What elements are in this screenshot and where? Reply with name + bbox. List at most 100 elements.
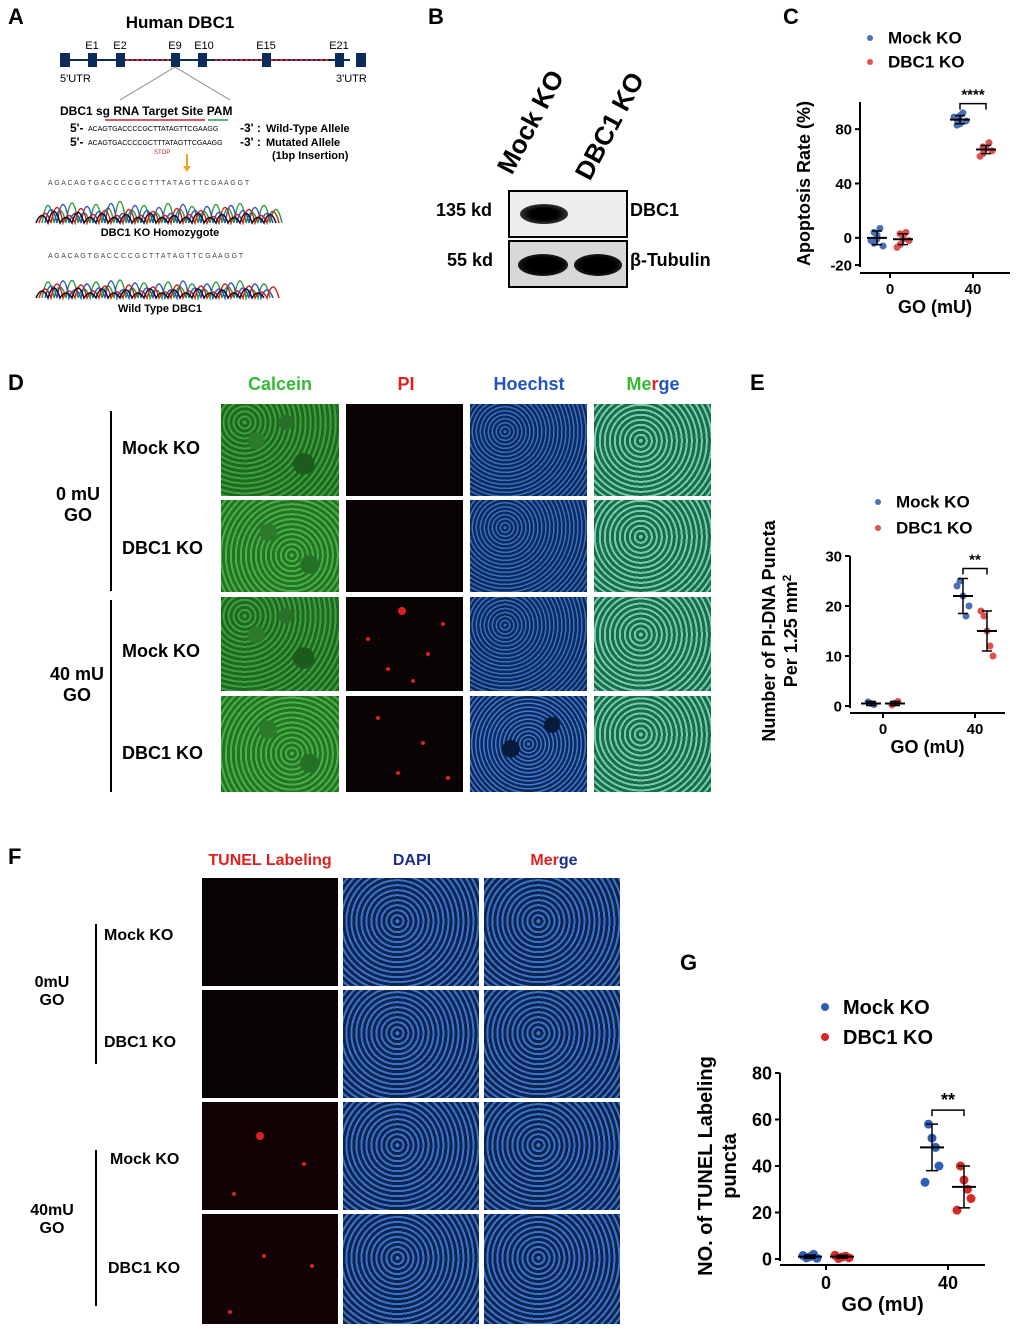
micrograph-hoechst-40mu-dbc1	[470, 696, 587, 792]
legend-label-0: Mock KO	[896, 493, 970, 512]
exon-box-e10	[198, 53, 207, 67]
exon-label-e10: E10	[194, 40, 214, 52]
micrograph-tunel-0mu-mock	[202, 878, 338, 986]
column-header-merge-f: Merge	[484, 852, 624, 870]
micrograph-hoechst-0mu-mock	[470, 404, 587, 496]
micrograph-merge-0mu-mock	[594, 404, 711, 496]
row-label-f-2: DBC1 KO	[104, 1034, 177, 1051]
merge-f-part-2: r	[552, 852, 559, 869]
group-label-40mu-d: 40 mU GO	[42, 664, 112, 706]
x-tick-label: 40	[938, 1273, 958, 1293]
micrograph-dapi-0mu-mock	[343, 878, 479, 986]
group-label-40mu-f: 40mU GO	[22, 1202, 82, 1238]
y-axis-label-line-0: Apoptosis Rate (%)	[794, 101, 814, 266]
zoom-line-right	[174, 66, 231, 101]
target-site-label: DBC1 sg RNA Target Site PAM	[60, 104, 232, 118]
y-axis-label-line-0: NO. of TUNEL Labeling	[695, 1056, 717, 1276]
merge-d-part-3: ge	[658, 374, 680, 394]
y-axis-label-line-1: Per 1.25 mm2	[781, 574, 802, 687]
panel-label-c: C	[783, 4, 799, 29]
y-tick-label: 60	[752, 1110, 772, 1130]
dbc1-band-mock	[520, 204, 568, 224]
exon-box-start	[60, 53, 70, 67]
legend-label-1: DBC1 KO	[896, 519, 973, 538]
y-tick-label: 30	[825, 548, 842, 565]
micrograph-dapi-40mu-dbc1	[343, 1214, 479, 1324]
column-header-merge-d: Merge	[593, 374, 713, 395]
tunel-puncta	[262, 1254, 266, 1258]
legend-marker-0	[867, 35, 873, 41]
prime5-wt: 5'-	[70, 121, 84, 135]
x-tick-label: 0	[879, 721, 887, 738]
western-protein-dbc1: DBC1	[630, 200, 680, 220]
y-tick-label: 40	[835, 176, 852, 193]
data-point-dbc1-ko	[976, 152, 984, 160]
y-tick-label: 40	[752, 1156, 772, 1176]
legend-label-1: DBC1 KO	[888, 53, 965, 72]
data-point-dbc1-ko	[966, 1194, 976, 1204]
merge-f-part-1: Me	[530, 852, 553, 869]
y-tick-label: 20	[825, 598, 842, 615]
micrograph-hoechst-0mu-dbc1	[470, 500, 587, 592]
data-point-mock-ko	[879, 242, 887, 250]
lane-label-mock-ko: Mock KO	[490, 64, 571, 179]
y-tick-label: 20	[752, 1203, 772, 1223]
row-label-f-4: DBC1 KO	[108, 1260, 181, 1277]
column-header-tunel: TUNEL Labeling	[208, 852, 332, 869]
y-tick-label: -20	[830, 257, 852, 274]
significance-bracket	[959, 102, 987, 110]
micrograph-pi-0mu-dbc1	[346, 500, 463, 592]
pi-puncta	[398, 607, 406, 615]
micrograph-merge-40mu-dbc1	[594, 696, 711, 792]
y-tick-label: 80	[752, 1063, 772, 1083]
micrograph-tunel-0mu-dbc1	[202, 990, 338, 1098]
row-label-f-3: Mock KO	[110, 1151, 180, 1168]
chromatogram-1-sequence: A G A C A G T G A C C C C G C T T T A T …	[48, 180, 250, 187]
chromatogram-1	[35, 200, 283, 226]
panel-a-gene-diagram: Human DBC1 E1 E2 E9 E10 E15 E21 5'UTR 3'…	[35, 13, 367, 315]
mut-allele-label: Mutated Allele	[266, 137, 340, 149]
micrograph-merge-0mu-dbc1	[484, 990, 620, 1098]
significance-bracket	[962, 567, 988, 575]
tubulin-band-mock	[518, 254, 568, 276]
data-point-dbc1-ko	[977, 607, 985, 615]
chromatogram-2-sequence: A G A C A G T G A C C C C G C T T A T A …	[48, 253, 244, 260]
panel-label-a: A	[8, 4, 24, 29]
exon-box-e2	[116, 53, 125, 67]
data-point-dbc1-ko	[893, 243, 901, 251]
panel-label-e: E	[750, 370, 765, 395]
pi-puncta	[396, 771, 400, 775]
column-header-pi: PI	[397, 374, 415, 394]
y-tick-label: 0	[762, 1249, 772, 1269]
y-tick-label: 0	[834, 698, 842, 715]
exon-box-e9	[171, 53, 180, 67]
exon-box-e1	[88, 53, 97, 67]
exon-label-e15: E15	[256, 40, 276, 52]
tunel-puncta	[232, 1192, 236, 1196]
legend-marker-1	[875, 525, 881, 531]
legend-label-0: Mock KO	[888, 29, 962, 48]
micrograph-calcein-40mu-dbc1	[221, 696, 339, 792]
stop-label: STOP	[154, 150, 170, 156]
micrograph-merge-40mu-mock	[484, 1102, 620, 1210]
y-axis-label-line-0: Number of PI-DNA Puncta	[759, 519, 779, 741]
micrograph-pi-40mu-dbc1	[346, 696, 463, 792]
sequence-mut: ACAGTGACCCCGCTTTATAGTTCGAAGG	[88, 140, 223, 147]
x-tick-label: 0	[821, 1273, 831, 1293]
western-size-135: 135 kd	[436, 200, 493, 220]
data-point-dbc1-ko	[986, 642, 994, 650]
exon-label-e2: E2	[113, 40, 126, 52]
y-tick-label: 0	[844, 230, 852, 247]
legend-label-0: Mock KO	[843, 997, 930, 1019]
chromatogram-2	[35, 279, 280, 301]
utr5-label: 5'UTR	[60, 73, 91, 85]
prime5-mut: 5'-	[70, 135, 84, 149]
legend-marker-1	[867, 59, 873, 65]
data-point-mock-ko	[920, 1177, 930, 1187]
micrograph-calcein-40mu-mock	[221, 597, 339, 691]
data-point-mock-ko	[953, 582, 961, 590]
column-header-dapi: DAPI	[392, 852, 432, 869]
merge-f-part-3: ge	[558, 852, 578, 869]
column-header-calcein: Calcein	[247, 374, 313, 394]
